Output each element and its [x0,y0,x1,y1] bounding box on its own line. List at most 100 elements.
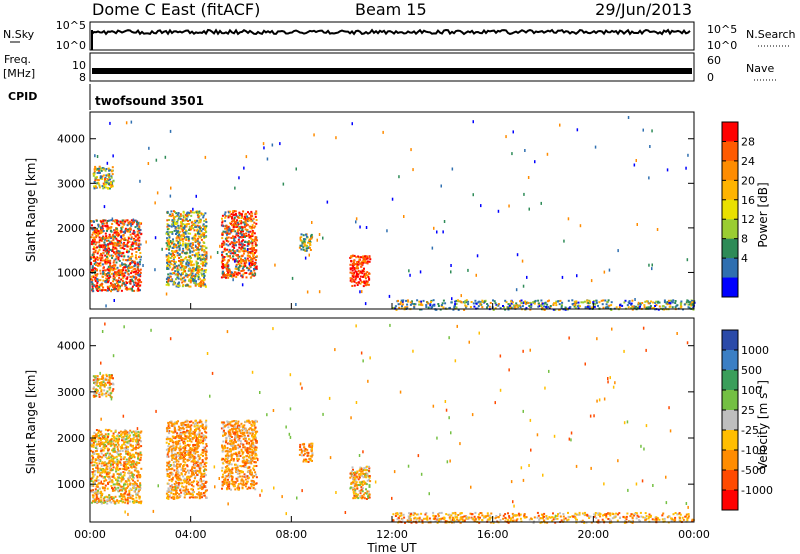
echo-point [254,261,257,264]
echo-point [185,423,188,426]
echo-point [300,248,303,251]
sky-left-tick-top: 10^5 [56,19,86,32]
echo-point [109,452,112,455]
echo-point [577,307,580,310]
echo-point [192,279,195,282]
echo-point [183,276,186,279]
echo-point [104,433,107,436]
echo-point [101,470,104,473]
echo-point [649,305,652,308]
echo-point [360,256,363,259]
echo-point [192,485,195,488]
echo-point [187,274,190,277]
echo-point [182,237,185,240]
echo-point [128,459,131,462]
echo-point [250,257,253,260]
echo-point [113,439,116,442]
echo-point [195,267,198,269]
echo-point [98,257,101,260]
echo-point [114,219,117,222]
echo-point [115,228,118,231]
echo-point [302,246,305,249]
echo-point [360,265,363,268]
echo-point [103,447,106,450]
echo-point [464,299,467,302]
echo-point [105,499,108,502]
noise-point [105,304,107,308]
echo-point [111,183,114,186]
noise-point [685,166,687,170]
noise-point [238,226,240,230]
echo-point [98,241,101,244]
echo-point [98,459,101,462]
echo-point [100,169,103,172]
echo-point [231,217,233,220]
echo-point [99,500,102,503]
echo-point [184,231,187,234]
echo-point [250,237,253,240]
echo-point [115,279,118,282]
echo-point [201,213,204,216]
echo-point [106,437,108,440]
echo-point [227,236,230,239]
echo-point [196,275,199,278]
echo-point [170,488,173,491]
echo-point [181,251,184,254]
echo-point [99,175,102,178]
echo-point [203,219,206,222]
echo-point [647,302,650,305]
echo-point [238,220,241,223]
echo-point [610,309,613,311]
echo-point [171,219,174,222]
echo-point [250,262,253,265]
echo-point [192,247,195,250]
echo-point [120,480,123,483]
echo-point [250,227,253,230]
echo-point [125,438,128,441]
echo-point [111,496,114,499]
echo-point [110,382,113,385]
echo-point [132,221,135,224]
echo-point [194,277,196,279]
echo-point [139,284,142,287]
echo-point [169,272,172,275]
echo-point [185,419,188,422]
echo-point [91,494,94,497]
echo-point [119,500,122,502]
echo-point [188,457,191,460]
echo-point [186,235,188,238]
echo-point [101,492,104,495]
echo-point [108,467,111,470]
echo-point [540,299,543,302]
echo-point [126,259,129,262]
echo-point [224,230,227,233]
echo-point [133,241,136,244]
echo-point [182,214,185,217]
echo-point [122,244,125,247]
echo-point [245,219,248,222]
echo-point [189,228,192,231]
echo-point [228,248,231,251]
echo-point [238,226,241,229]
echo-point [171,250,174,253]
echo-point [167,489,170,492]
echo-point [135,446,138,449]
echo-point [130,455,133,458]
echo-point [401,305,403,308]
echo-point [239,232,242,235]
echo-point [229,273,232,276]
echo-point [112,473,115,476]
echo-point [170,263,173,266]
echo-point [127,267,130,270]
echo-point [255,219,258,221]
echo-point [178,257,181,259]
echo-point [187,471,190,474]
echo-point [95,286,98,289]
echo-point [111,468,114,471]
echo-point [116,466,119,469]
echo-point [235,265,238,268]
echo-point [194,219,196,222]
echo-point [248,236,251,239]
echo-point [123,237,126,240]
echo-point [112,463,114,466]
